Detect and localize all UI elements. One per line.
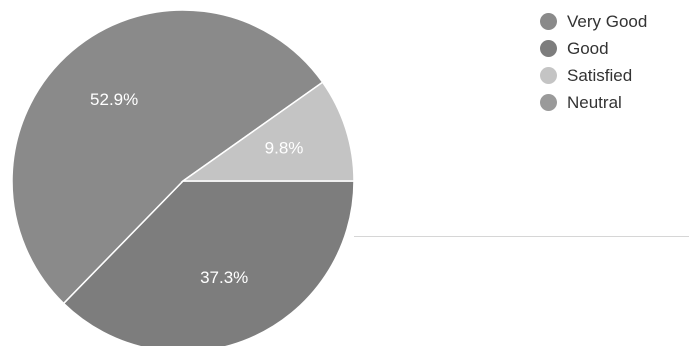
legend-item-good: Good [540,35,647,62]
legend-item-neutral: Neutral [540,89,647,116]
slice-label-very-good: 52.9% [90,90,138,109]
pie-slice-good [62,180,355,346]
legend-label-satisfied: Satisfied [567,65,633,85]
legend-swatch-very-good [540,13,557,30]
legend-label-very-good: Very Good [567,11,648,31]
legend-swatch-satisfied [540,67,557,84]
legend-label-neutral: Neutral [567,92,622,112]
legend-item-very-good: Very Good [540,8,647,35]
legend-swatch-neutral [540,94,557,111]
legend-item-satisfied: Satisfied [540,62,647,89]
slice-label-satisfied: 9.8% [265,138,304,157]
legend-label-good: Good [567,38,609,58]
legend-swatch-good [540,40,557,57]
chart-legend: Very Good Good Satisfied Neutral [540,8,647,116]
slice-label-good: 37.3% [200,268,248,287]
pie-slice-very-good [11,9,324,305]
pie-slice-satisfied [180,81,355,182]
divider-line [354,236,689,237]
